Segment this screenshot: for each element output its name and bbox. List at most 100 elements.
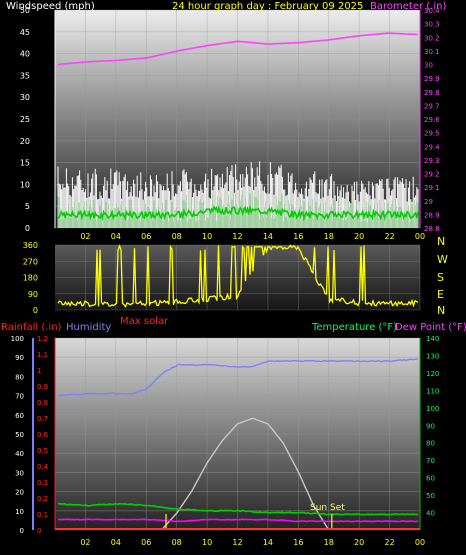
baro-tick: 29.5 [424, 130, 440, 138]
temp-tick: 60 [426, 475, 435, 483]
humidity-tick: 90 [15, 354, 24, 362]
wind-x-axis: 02 04 06 08 10 12 14 16 18 20 22 00 [80, 232, 425, 241]
x-tick: 10 [202, 538, 212, 547]
temp-tick: 130 [426, 352, 439, 360]
x-tick: 02 [80, 538, 90, 547]
x-tick: 02 [80, 232, 90, 241]
baro-tick: 30.2 [424, 34, 440, 42]
baro-y-axis: 28.8 28.9 29 29.1 29.2 29.3 29.4 29.5 29.6 29.7 29… [424, 7, 440, 233]
direction-tick: 180 [23, 274, 38, 283]
compass-label: N [437, 304, 445, 317]
chart-title: 24 hour graph day : February 09 2025 [172, 1, 363, 12]
x-tick: 18 [324, 538, 334, 547]
rain-tick: 0.9 [37, 383, 48, 391]
baro-tick: 29.1 [424, 184, 440, 192]
humidity-axis-title: Humidity [66, 322, 111, 333]
baro-tick: 30.1 [424, 48, 440, 56]
temp-x-axis: 02 04 06 08 10 12 14 16 18 20 22 00 [80, 538, 425, 547]
humidity-tick: 70 [15, 393, 24, 401]
rain-tick: 0.6 [37, 431, 49, 439]
rain-tick: 0.5 [37, 447, 48, 455]
x-tick: 04 [111, 538, 121, 547]
compass-label: S [437, 271, 444, 284]
direction-tick: 0 [33, 306, 38, 315]
baro-axis-title: Barometer (.in) [370, 1, 446, 12]
x-tick: 08 [172, 538, 182, 547]
humidity-tick: 40 [15, 450, 24, 458]
wind-axis-title: Windspeed (mph) [6, 1, 95, 12]
temp-tick: 120 [426, 370, 439, 378]
x-tick: 22 [384, 538, 394, 547]
wind-tick: 40 [20, 50, 30, 59]
baro-tick: 30 [424, 62, 433, 70]
sun-set-label: Sun Set [310, 503, 345, 513]
baro-tick: 29.6 [424, 116, 440, 124]
temperature-axis-title: Temperature (°F) [311, 322, 397, 333]
temp-tick: 110 [426, 387, 439, 395]
temp-tick: 70 [426, 457, 435, 465]
temp-tick: 80 [426, 440, 435, 448]
humidity-tick: 100 [11, 335, 24, 343]
temp-tick: 50 [426, 492, 435, 500]
x-tick: 04 [111, 232, 121, 241]
wind-tick: 35 [20, 71, 30, 80]
barometer-series [57, 32, 419, 66]
baro-tick: 29.8 [424, 89, 440, 97]
baro-tick: 28.9 [424, 211, 440, 219]
wind-tick: 5 [25, 202, 30, 211]
compass-label: E [437, 288, 444, 301]
rain-tick: 0.8 [37, 399, 48, 407]
baro-tick: 29.9 [424, 75, 440, 83]
wind-tick: 15 [20, 159, 30, 168]
rain-tick: 0.1 [37, 511, 48, 519]
x-tick: 12 [232, 232, 242, 241]
rain-tick: 0.4 [37, 463, 49, 471]
x-tick: 20 [354, 232, 364, 241]
rain-tick: 0.7 [37, 415, 48, 423]
baro-tick: 30.4 [424, 7, 440, 15]
x-tick: 06 [141, 538, 151, 547]
direction-tick: 90 [28, 290, 38, 299]
direction-grid [55, 244, 421, 311]
x-tick: 14 [263, 232, 273, 241]
direction-y-axis: 0 90 180 270 360 [23, 241, 38, 315]
x-tick: 18 [324, 232, 334, 241]
humidity-tick: 20 [15, 489, 24, 497]
x-tick: 16 [293, 538, 303, 547]
direction-tick: 270 [23, 257, 38, 266]
baro-tick: 29.7 [424, 102, 440, 110]
temp-tick: 140 [426, 335, 439, 343]
direction-marks [57, 244, 419, 308]
wind-tick: 0 [25, 224, 30, 233]
max-solar-label: Max solar [120, 316, 169, 327]
humidity-series [57, 358, 419, 397]
x-tick: 22 [384, 232, 394, 241]
baro-tick: 29.2 [424, 171, 440, 179]
dewpoint-series [58, 518, 419, 523]
rain-tick: 1.1 [37, 351, 48, 359]
temp-tick: 100 [426, 405, 439, 413]
x-tick: 20 [354, 538, 364, 547]
rain-tick: 1.2 [37, 335, 48, 343]
x-tick: 10 [202, 232, 212, 241]
temp-marks [32, 338, 421, 531]
temp-y-axis: 40 50 60 70 80 90 100 110 120 130 140 [426, 335, 439, 518]
baro-tick: 29.4 [424, 143, 440, 151]
dewpoint-axis-title: Dew Point (°F) [395, 322, 466, 333]
compass-label: W [437, 253, 448, 266]
temperature-series [57, 502, 419, 516]
wind-tick: 10 [20, 180, 30, 189]
baro-tick: 30.3 [424, 21, 440, 29]
wind-y-axis: 0 5 10 15 20 25 30 35 40 45 50 [20, 6, 30, 233]
wind-tick: 50 [20, 6, 30, 15]
rain-axis-title: Rainfall (.in) [1, 322, 62, 333]
baro-tick: 28.8 [424, 225, 440, 233]
baro-tick: 29.3 [424, 157, 440, 165]
x-tick: 16 [293, 232, 303, 241]
rain-tick: 0 [37, 527, 41, 535]
wind-tick: 30 [20, 93, 30, 102]
wind-tick: 25 [20, 115, 30, 124]
x-tick: 00 [415, 538, 425, 547]
